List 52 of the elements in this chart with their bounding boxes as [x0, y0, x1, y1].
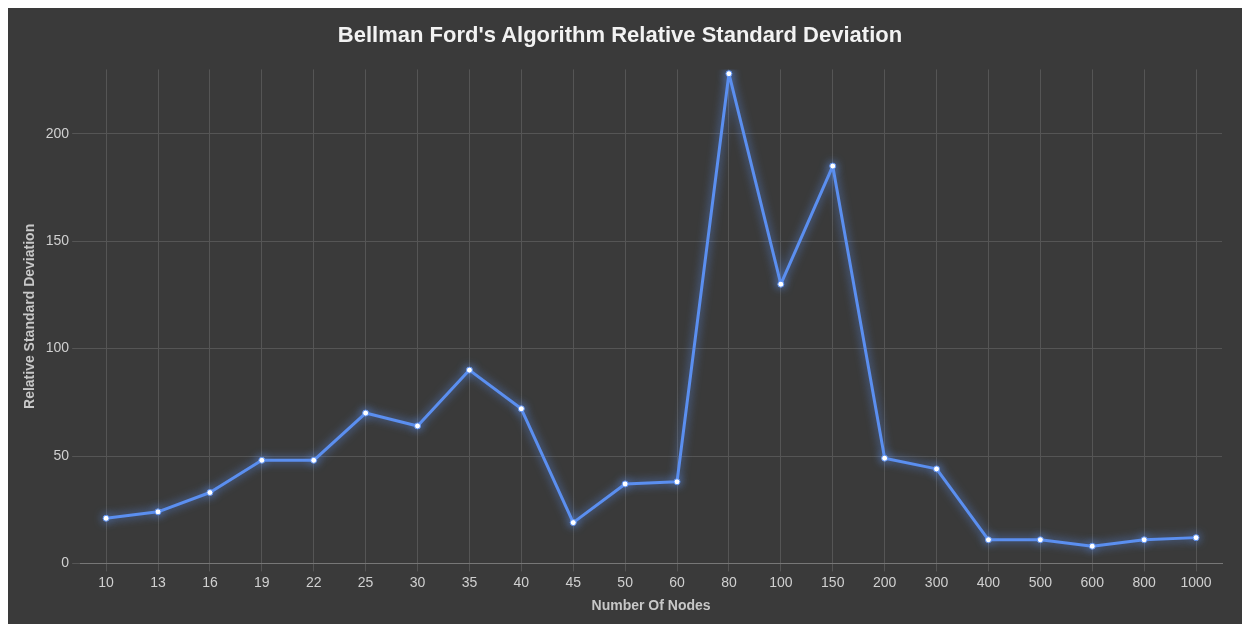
- point: [414, 422, 422, 430]
- point: [673, 478, 681, 486]
- x-tick-label: 80: [721, 573, 737, 590]
- y-axis-title: Relative Standard Deviation: [21, 223, 38, 409]
- point: [829, 162, 837, 170]
- point: [569, 519, 577, 527]
- x-tick-label: 35: [461, 573, 478, 590]
- y-tick-label: 150: [45, 232, 70, 249]
- point: [1192, 534, 1200, 542]
- point: [1036, 536, 1044, 544]
- x-tick-label: 150: [821, 573, 845, 590]
- x-tick-label: 13: [150, 573, 167, 590]
- x-tick-label: 10: [98, 573, 115, 590]
- x-axis-title: Number Of Nodes: [591, 597, 711, 614]
- x-tick-label: 50: [617, 573, 634, 590]
- x-tick-label: 22: [305, 573, 322, 590]
- x-tick-label: 500: [1028, 573, 1053, 590]
- x-tick-label: 40: [513, 573, 530, 590]
- x-tick-label: 400: [976, 573, 1001, 590]
- y-tick-label: 50: [53, 446, 70, 463]
- x-tick-label: 100: [769, 573, 793, 590]
- x-tick-label: 45: [565, 573, 582, 590]
- x-tick-label: 60: [669, 573, 686, 590]
- x-tick-label: 30: [409, 573, 426, 590]
- point: [777, 280, 785, 288]
- point: [102, 514, 110, 522]
- point: [154, 508, 162, 516]
- y-tick-label: 100: [45, 339, 70, 356]
- chart-title: Bellman Ford's Algorithm Relative Standard Deviation: [337, 22, 903, 48]
- x-tick-label: 200: [872, 573, 897, 590]
- x-tick-label: 300: [924, 573, 949, 590]
- point: [362, 409, 370, 417]
- point: [258, 456, 266, 464]
- point: [881, 454, 889, 462]
- x-tick-label: 1000: [1180, 573, 1212, 590]
- y-tick-label: 0: [61, 554, 70, 571]
- y-tick-label: 200: [45, 124, 70, 141]
- x-tick-label: 16: [202, 573, 218, 590]
- point: [933, 465, 941, 473]
- point: [1140, 536, 1148, 544]
- x-tick-label: 800: [1132, 573, 1157, 590]
- x-tick-label: 600: [1080, 573, 1105, 590]
- point: [725, 70, 733, 78]
- point: [517, 405, 525, 413]
- point: [206, 489, 214, 497]
- x-tick-label: 19: [254, 573, 270, 590]
- point: [1088, 542, 1096, 550]
- point: [310, 456, 318, 464]
- x-tick-label: 25: [357, 573, 374, 590]
- point: [984, 536, 992, 544]
- point: [465, 366, 473, 374]
- point: [621, 480, 629, 488]
